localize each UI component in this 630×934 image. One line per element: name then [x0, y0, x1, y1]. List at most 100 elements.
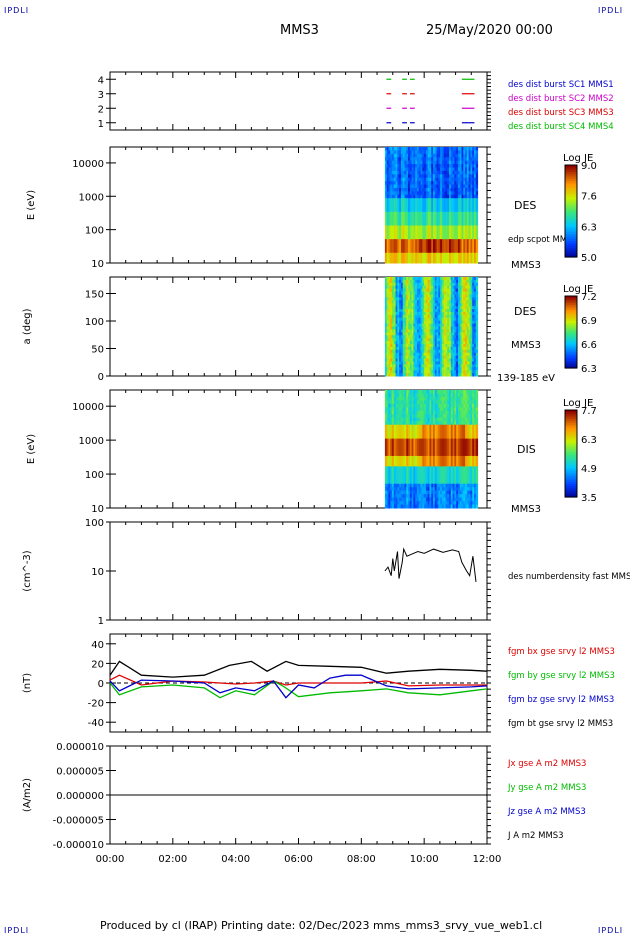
spectrogram-cell: [404, 297, 407, 301]
spectrogram-cell: [420, 242, 423, 247]
spectrogram-cell: [438, 201, 441, 206]
spectrogram-cell: [452, 215, 455, 220]
spectrogram-cell: [418, 235, 422, 240]
spectrogram-cell: [395, 232, 398, 237]
spectrogram-cell: [390, 338, 393, 342]
spectrogram-cell: [392, 469, 395, 474]
spectrogram-cell: [416, 288, 420, 293]
spectrogram-cell: [384, 352, 388, 357]
spectrogram-cell: [400, 222, 404, 226]
spectrogram-cell: [416, 449, 420, 453]
spectrogram-cell: [434, 309, 438, 313]
spectrogram-cell: [436, 297, 439, 301]
spectrogram-cell: [409, 483, 413, 488]
spectrogram-cell: [440, 358, 443, 362]
spectrogram-cell: [457, 170, 461, 175]
spectrogram-cell: [431, 373, 434, 377]
spectrogram-cell: [436, 403, 439, 408]
spectrogram-cell: [424, 208, 427, 213]
spectrogram-cell: [433, 153, 436, 158]
spectrogram-cell: [465, 300, 468, 304]
spectrogram-cell: [397, 476, 400, 481]
spectrogram-cell: [461, 297, 464, 301]
spectrogram-cell: [447, 285, 450, 290]
spectrogram-cell: [452, 208, 455, 213]
spectrogram-cell: [429, 501, 432, 506]
spectrogram-cell: [472, 285, 475, 290]
spectrogram-cell: [425, 303, 429, 307]
spectrogram-cell: [463, 300, 466, 304]
spectrogram-cell: [472, 343, 475, 348]
des-pitch-colorbar-tick-label: 6.9: [581, 316, 597, 327]
spectrogram-cell: [465, 355, 468, 360]
spectrogram-cell: [445, 370, 448, 374]
spectrogram-cell: [425, 343, 429, 348]
spectrogram-cell: [402, 361, 406, 365]
spectrogram-cell: [447, 320, 450, 325]
spectrogram-cell: [427, 358, 430, 362]
spectrogram-cell: [454, 279, 457, 284]
spectrogram-cell: [427, 239, 430, 244]
spectrogram-cell: [475, 184, 479, 189]
spectrogram-cell: [445, 208, 448, 213]
spectrogram-cell: [424, 242, 427, 247]
spectrogram-cell: [454, 211, 457, 216]
spectrogram-cell: [475, 358, 479, 362]
spectrogram-cell: [409, 211, 413, 216]
spectrogram-cell: [392, 153, 395, 158]
spectrogram-cell: [392, 504, 395, 509]
spectrogram-cell: [449, 153, 452, 158]
spectrogram-cell: [420, 211, 423, 216]
spectrogram-cell: [415, 352, 418, 357]
spectrogram-cell: [416, 421, 420, 426]
spectrogram-cell: [445, 215, 448, 220]
spectrogram-cell: [470, 164, 473, 168]
spectrogram-cell: [402, 438, 406, 443]
spectrogram-cell: [397, 279, 400, 284]
spectrogram-cell: [411, 249, 414, 254]
spectrogram-cell: [402, 358, 406, 362]
spectrogram-cell: [418, 198, 422, 203]
spectrogram-cell: [440, 259, 443, 264]
burst-panel-ytick-label: 4: [98, 75, 104, 86]
spectrogram-cell: [409, 309, 413, 313]
spectrogram-cell: [433, 309, 436, 313]
spectrogram-cell: [440, 177, 443, 182]
spectrogram-cell: [459, 157, 463, 162]
spectrogram-cell: [406, 323, 409, 327]
spectrogram-cell: [384, 282, 388, 287]
spectrogram-cell: [456, 291, 459, 295]
spectrogram-cell: [397, 285, 400, 290]
spectrogram-cell: [438, 285, 441, 290]
spectrogram-cell: [422, 314, 425, 319]
spectrogram-cell: [470, 370, 473, 374]
spectrogram-cell: [416, 300, 420, 304]
spectrogram-cell: [461, 245, 464, 250]
spectrogram-cell: [445, 311, 448, 316]
spectrogram-cell: [429, 208, 432, 213]
spectrogram-cell: [422, 300, 425, 304]
spectrogram-cell: [427, 242, 430, 247]
spectrogram-cell: [424, 239, 427, 244]
spectrogram-cell: [400, 311, 404, 316]
spectrogram-cell: [388, 198, 391, 203]
spectrogram-cell: [413, 153, 416, 158]
spectrogram-cell: [463, 239, 466, 244]
spectrogram-cell: [408, 208, 411, 213]
spectrogram-cell: [441, 249, 445, 254]
spectrogram-cell: [470, 297, 473, 301]
spectrogram-cell: [409, 306, 413, 310]
spectrogram-cell: [474, 343, 477, 348]
spectrogram-cell: [400, 277, 404, 281]
spectrogram-cell: [436, 311, 439, 316]
spectrogram-cell: [418, 291, 422, 295]
spectrogram-cell: [406, 449, 409, 453]
spectrogram-cell: [436, 194, 439, 199]
spectrogram-cell: [384, 174, 388, 179]
spectrogram-cell: [438, 370, 441, 374]
spectrogram-cell: [474, 282, 477, 287]
spectrogram-cell: [424, 504, 427, 509]
spectrogram-cell: [399, 160, 402, 165]
spectrogram-cell: [472, 191, 475, 196]
spectrogram-cell: [422, 370, 425, 374]
